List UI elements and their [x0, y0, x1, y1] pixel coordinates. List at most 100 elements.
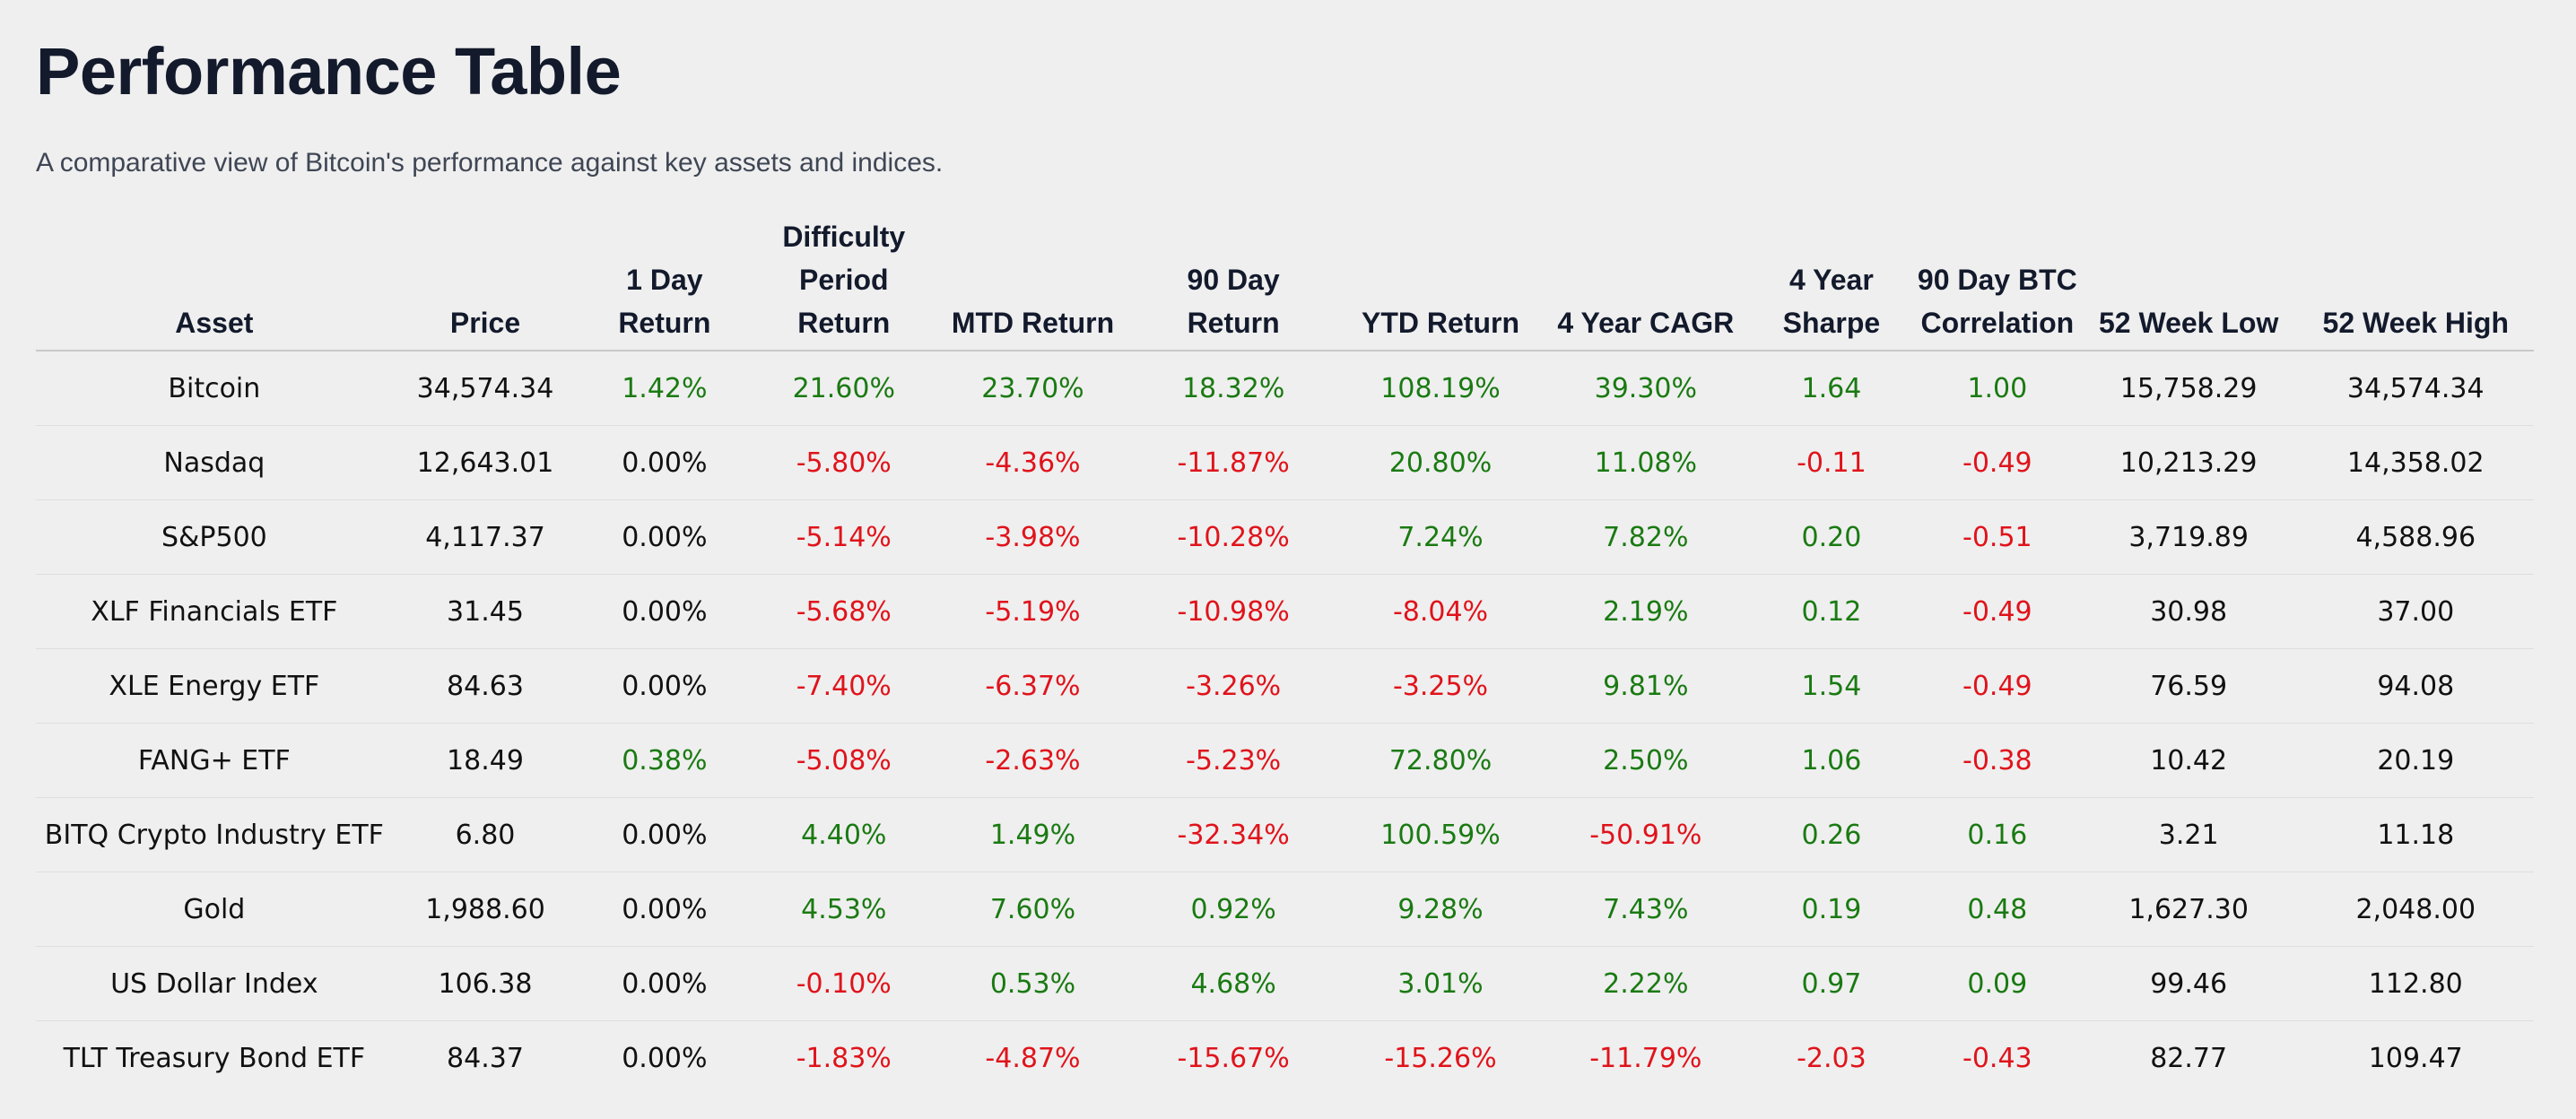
table-row: FANG+ ETF 18.49 0.38% -5.08% -2.63% -5.23% 72.… [36, 723, 2534, 798]
table-row: BITQ Crypto Industry ETF 6.80 0.00% 4.40% 1.… [36, 797, 2534, 872]
table-row: Bitcoin 34,574.34 1.42% 21.60% 23.70% 18.32% 1… [36, 351, 2534, 426]
cell-cagr: 7.43% [1543, 872, 1748, 947]
cell-sharpe: 1.64 [1747, 351, 1915, 426]
cell-mtd: 7.60% [936, 872, 1129, 947]
column-header-diff: Difficulty Period Return [751, 215, 937, 351]
cell-price: 34,574.34 [392, 351, 579, 426]
cell-high: 2,048.00 [2297, 872, 2534, 947]
cell-corr: -0.38 [1914, 723, 2080, 798]
table-header-row: Asset Price 1 Day Return Difficulty Period … [36, 215, 2534, 351]
cell-d90: 4.68% [1128, 946, 1338, 1021]
cell-low: 99.46 [2079, 946, 2298, 1021]
cell-diff: -5.80% [751, 425, 937, 500]
cell-corr: 0.48 [1914, 872, 2080, 947]
cell-asset: FANG+ ETF [36, 723, 393, 798]
cell-mtd: -5.19% [936, 574, 1129, 649]
cell-price: 84.37 [447, 1042, 524, 1074]
cell-d1: 0.00% [578, 946, 752, 1021]
cell-ytd: -15.26% [1384, 1042, 1497, 1074]
cell-d1: 0.38% [578, 723, 752, 798]
cell-high: 37.00 [2297, 574, 2534, 649]
cell-high: 11.18 [2297, 797, 2534, 872]
column-header-asset: Asset [36, 215, 393, 351]
table-row: Gold 1,988.60 0.00% 4.53% 7.60% 0.92% 9.28% 7.4… [36, 872, 2534, 947]
cell-d1: 0.00% [578, 425, 752, 500]
cell-price: 106.38 [392, 946, 579, 1021]
cell-asset: TLT Treasury Bond ETF [63, 1042, 366, 1074]
column-header-d90: 90 Day Return [1128, 215, 1338, 351]
cell-asset: S&P500 [36, 499, 393, 575]
table-row: Nasdaq 12,643.01 0.00% -5.80% -4.36% -11.87% 2… [36, 425, 2534, 500]
cell-price: 18.49 [392, 723, 579, 798]
cell-d90: -3.26% [1128, 648, 1338, 724]
cell-asset: Gold [36, 872, 393, 947]
cell-asset: BITQ Crypto Industry ETF [36, 797, 393, 872]
cell-asset: Bitcoin [36, 351, 393, 426]
cell-price: 12,643.01 [392, 425, 579, 500]
cell-sharpe: 1.54 [1747, 648, 1915, 724]
cell-asset: Nasdaq [36, 425, 393, 500]
cell-sharpe: 1.06 [1747, 723, 1915, 798]
cell-d90: -5.23% [1128, 723, 1338, 798]
cell-low: 76.59 [2079, 648, 2298, 724]
table-row: US Dollar Index 106.38 0.00% -0.10% 0.53% 4.6… [36, 946, 2534, 1021]
cell-ytd: 100.59% [1337, 797, 1544, 872]
cell-mtd: -6.37% [936, 648, 1129, 724]
cell-sharpe: 0.26 [1747, 797, 1915, 872]
cell-mtd: 23.70% [936, 351, 1129, 426]
cell-low: 82.77 [2150, 1042, 2228, 1074]
cell-ytd: -8.04% [1337, 574, 1544, 649]
cell-sharpe: 0.19 [1747, 872, 1915, 947]
cell-d1: 0.00% [578, 648, 752, 724]
column-header-ytd: YTD Return [1337, 215, 1544, 351]
cell-diff: -5.14% [751, 499, 937, 575]
cell-d1: 1.42% [578, 351, 752, 426]
cell-corr: 0.09 [1914, 946, 2080, 1021]
cell-corr: -0.49 [1914, 574, 2080, 649]
cell-price: 84.63 [392, 648, 579, 724]
column-header-cagr: 4 Year CAGR [1543, 215, 1748, 351]
cell-ytd: 72.80% [1337, 723, 1544, 798]
cell-ytd: 7.24% [1337, 499, 1544, 575]
cell-sharpe: 0.12 [1747, 574, 1915, 649]
cell-price: 4,117.37 [392, 499, 579, 575]
column-header-corr: 90 Day BTC Correlation [1914, 215, 2080, 351]
cell-corr: -0.43 [1962, 1042, 2032, 1074]
cell-mtd: -4.87% [985, 1042, 1081, 1074]
column-header-mtd: MTD Return [936, 215, 1129, 351]
table-header: Asset Price 1 Day Return Difficulty Period … [36, 215, 2534, 351]
cell-price: 1,988.60 [392, 872, 579, 947]
cell-cagr: 11.08% [1543, 425, 1748, 500]
cell-high: 4,588.96 [2297, 499, 2534, 575]
cell-mtd: 1.49% [936, 797, 1129, 872]
cell-ytd: 20.80% [1337, 425, 1544, 500]
page-title: Performance Table [36, 34, 622, 108]
cell-ytd: 9.28% [1337, 872, 1544, 947]
cell-diff: -5.68% [751, 574, 937, 649]
cell-ytd: -3.25% [1337, 648, 1544, 724]
column-header-price: Price [392, 215, 579, 351]
cell-mtd: -2.63% [936, 723, 1129, 798]
cell-cagr: 7.82% [1543, 499, 1748, 575]
cell-low: 15,758.29 [2079, 351, 2298, 426]
cell-d90: -15.67% [1177, 1042, 1290, 1074]
cell-d1: 0.00% [578, 574, 752, 649]
cell-sharpe: -2.03 [1797, 1042, 1867, 1074]
cell-low: 10.42 [2079, 723, 2298, 798]
table-body: Bitcoin 34,574.34 1.42% 21.60% 23.70% 18.32% 1… [36, 351, 2534, 1095]
cell-low: 30.98 [2079, 574, 2298, 649]
cell-d90: -11.87% [1128, 425, 1338, 500]
cell-high: 112.80 [2297, 946, 2534, 1021]
cell-diff: 4.40% [751, 797, 937, 872]
cell-d90: 18.32% [1128, 351, 1338, 426]
cell-asset: XLE Energy ETF [36, 648, 393, 724]
cell-price: 31.45 [392, 574, 579, 649]
cell-diff: -7.40% [751, 648, 937, 724]
cell-diff: -0.10% [751, 946, 937, 1021]
cell-d90: -10.98% [1128, 574, 1338, 649]
cell-d90: 0.92% [1128, 872, 1338, 947]
table-row: TLT Treasury Bond ETF 84.37 0.00% -1.83% -4.… [36, 1021, 2534, 1096]
page-container: Performance Table A comparative view of … [36, 34, 2534, 1074]
cell-cagr: 2.22% [1543, 946, 1748, 1021]
cell-ytd: 3.01% [1337, 946, 1544, 1021]
